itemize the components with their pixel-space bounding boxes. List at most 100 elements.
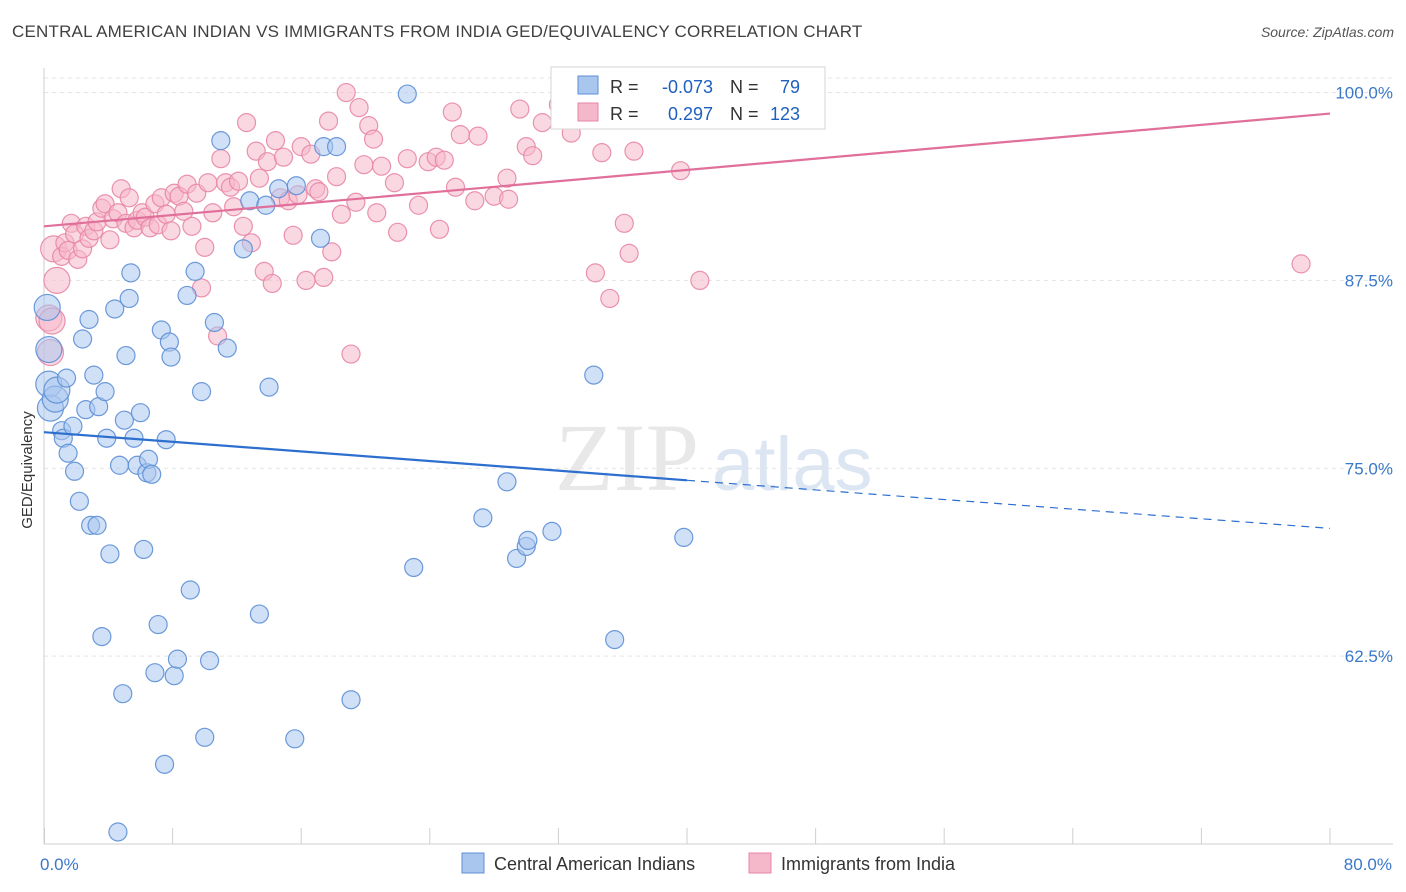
legend-swatch-pink <box>577 102 599 122</box>
india-point <box>326 167 347 187</box>
legend-n-label-blue: N = <box>730 77 759 97</box>
grid-lines <box>44 77 1393 657</box>
india-point <box>224 197 244 217</box>
india-point <box>523 146 543 166</box>
india-point <box>174 201 194 221</box>
india-point <box>331 204 351 224</box>
central-american-indian-point <box>116 345 136 366</box>
india-point <box>619 243 639 263</box>
india-point <box>314 267 334 288</box>
india-point <box>388 222 408 242</box>
central-american-indian-point <box>605 630 625 650</box>
central-american-indian-point <box>33 293 61 322</box>
india-point <box>228 171 249 191</box>
central-american-indian-point <box>191 382 212 402</box>
india-point <box>397 149 417 169</box>
india-point <box>322 242 342 262</box>
india-point <box>249 168 270 188</box>
bottom-legend-swatch-pink <box>748 852 772 874</box>
tick-labels: 100.0% 87.5% 75.0% 62.5% 0.0% 80.0% <box>40 84 1393 874</box>
india-point <box>442 102 462 122</box>
central-american-indian-point <box>217 338 237 358</box>
central-american-indian-point <box>100 544 120 564</box>
central-american-indian-point <box>130 403 151 423</box>
central-american-indian-point <box>269 179 289 199</box>
india-point <box>349 97 369 118</box>
central-american-indian-point <box>105 299 125 319</box>
india-point <box>336 82 356 103</box>
central-american-indian-point <box>497 472 517 492</box>
trend-lines <box>43 112 1331 529</box>
india-point <box>296 270 316 291</box>
central-american-indian-point <box>518 530 538 551</box>
india-point <box>465 191 485 211</box>
india-point <box>408 195 429 215</box>
central-american-indian-point <box>58 443 78 463</box>
central-american-indian-point <box>148 614 168 635</box>
india-point <box>614 213 634 233</box>
central-american-indian-point <box>326 137 347 157</box>
india-point <box>309 182 329 202</box>
legend-r-label-blue: R = <box>610 77 639 97</box>
trend-line-blue <box>43 431 688 482</box>
central-american-indian-point <box>249 604 270 624</box>
bottom-legend-label-blue: Central American Indians <box>494 854 695 874</box>
india-point <box>445 177 466 197</box>
watermark-atlas: atlas <box>712 422 873 507</box>
central-american-indian-point <box>121 263 141 283</box>
central-american-indian-point <box>310 228 331 248</box>
central-american-indian-point <box>72 329 93 349</box>
central-american-indian-point <box>199 651 220 671</box>
india-point <box>690 270 710 291</box>
central-american-indian-point <box>87 515 107 535</box>
legend-n-value-pink: 123 <box>770 104 800 124</box>
central-american-indian-point <box>185 261 205 281</box>
central-american-indian-point <box>286 176 306 196</box>
central-american-indian-point <box>119 288 139 309</box>
central-american-indian-point <box>114 410 134 430</box>
central-american-indian-point <box>92 626 112 647</box>
central-american-indian-point <box>674 527 694 548</box>
central-american-indian-point <box>56 368 77 388</box>
watermark: ZIP atlas <box>555 404 873 511</box>
correlation-legend: R = -0.073 N = 79 R = 0.297 N = 123 <box>550 66 826 130</box>
india-point <box>624 141 644 161</box>
central-american-indian-point <box>35 335 63 364</box>
india-point <box>532 113 552 133</box>
india-point <box>600 288 620 309</box>
india-point <box>318 111 339 131</box>
bottom-legend-swatch-blue <box>461 852 485 874</box>
chart-title: CENTRAL AMERICAN INDIAN VS IMMIGRANTS FR… <box>12 22 863 41</box>
india-point <box>198 173 218 193</box>
india-point <box>161 221 181 241</box>
central-american-indian-point <box>69 491 89 511</box>
chart-source: Source: ZipAtlas.com <box>1260 24 1394 40</box>
central-american-indian-point <box>145 663 165 683</box>
central-american-indian-point <box>584 365 604 385</box>
central-american-indian-point <box>180 580 200 600</box>
central-american-indian-point <box>156 430 176 450</box>
india-point <box>283 225 303 245</box>
x-tick-label: 80.0% <box>1344 855 1392 874</box>
trend-line-pink <box>43 112 1331 228</box>
central-american-indian-point <box>285 729 305 749</box>
india-point <box>262 273 282 294</box>
central-american-indian-point <box>164 666 184 686</box>
india-point <box>468 126 488 146</box>
y-tick-label: 100.0% <box>1335 84 1393 103</box>
central-american-indian-point <box>404 557 424 578</box>
series-central-american-indians <box>33 84 694 842</box>
watermark-zip: ZIP <box>555 404 699 511</box>
central-american-indian-point <box>64 461 85 481</box>
y-tick-label: 62.5% <box>1345 647 1393 666</box>
central-american-indian-point <box>113 684 133 704</box>
india-point <box>265 131 286 151</box>
central-american-indian-point <box>204 312 224 333</box>
india-point <box>592 143 612 163</box>
india-point <box>43 266 71 295</box>
india-point <box>497 168 517 188</box>
india-point <box>450 125 470 145</box>
central-american-indian-point <box>195 727 215 747</box>
india-point <box>367 203 387 223</box>
